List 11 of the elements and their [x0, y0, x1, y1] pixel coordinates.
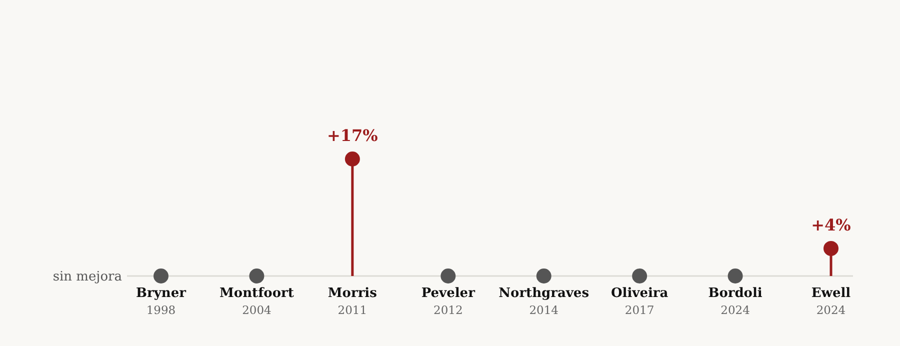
x-tick-label: Ewell 2024 [811, 286, 851, 317]
data-label: +4% [811, 215, 851, 234]
x-tick-label: Morris 2011 [328, 286, 377, 317]
x-tick-label: Montfoort 2004 [220, 286, 294, 317]
x-tick-label: Bryner 1998 [136, 286, 186, 317]
x-tick-label: Peveler 2012 [421, 286, 476, 317]
x-tick-label: Bordoli 2024 [708, 286, 762, 317]
x-tick-label: Northgraves 2014 [498, 286, 590, 317]
data-label: +17% [326, 126, 378, 145]
text: sin mejora [52, 270, 122, 285]
x-tick-label: Oliveira 2017 [610, 286, 669, 317]
